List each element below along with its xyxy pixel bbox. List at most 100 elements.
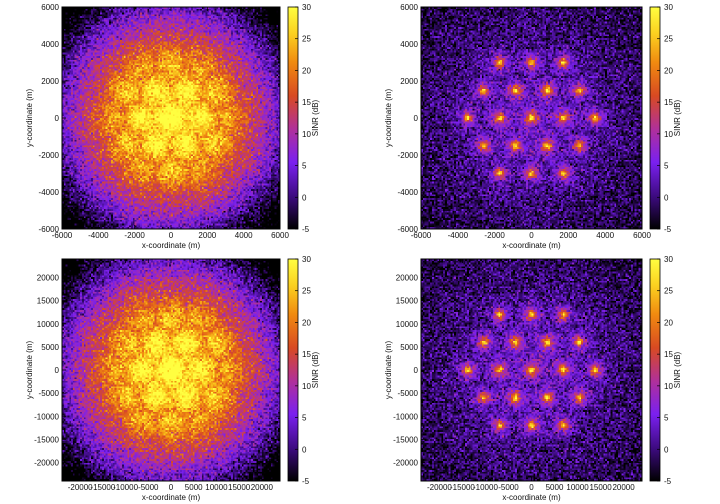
colorbar-tick-label: -5 — [302, 225, 310, 234]
y-tick-label: 20000 — [37, 274, 60, 283]
y-tick-label: 20000 — [396, 274, 419, 283]
colorbar — [649, 6, 661, 230]
x-tick-label: -10000 — [473, 483, 498, 492]
colorbar-tick-label: -5 — [302, 477, 310, 486]
x-tick-label: 0 — [169, 483, 174, 492]
colorbar-tick-label: 25 — [302, 35, 311, 44]
colorbar-tick-label: 20 — [302, 66, 311, 75]
y-tick-label: -10000 — [34, 412, 59, 421]
colorbar-tick-label: 30 — [664, 255, 673, 264]
y-axis-label: y-coordinate (m) — [384, 89, 393, 148]
colorbar-tick-label: 30 — [664, 3, 673, 12]
colorbar-tick-label: 20 — [302, 318, 311, 327]
y-tick-label: -15000 — [393, 435, 418, 444]
sinr-heatmap — [62, 7, 280, 229]
y-tick-label: 15000 — [396, 297, 419, 306]
colorbar-tick-label: 5 — [664, 414, 669, 423]
y-tick-label: -4000 — [39, 188, 60, 197]
sinr-panel-3: -20000-15000-10000 -5000 0 5000 10000 15000 20… — [25, 255, 320, 502]
y-tick-label: -20000 — [393, 459, 418, 468]
x-tick-label: 15000 — [228, 483, 251, 492]
colorbar-tick-label: 0 — [664, 445, 669, 454]
x-tick-label: 10000 — [566, 483, 589, 492]
x-tick-label: 20000 — [612, 483, 635, 492]
y-tick-label: 0 — [55, 114, 60, 123]
colorbar-tick-label: 10 — [664, 382, 673, 391]
x-tick-label: 5000 — [185, 483, 203, 492]
x-tick-label: -20000 — [68, 483, 93, 492]
x-tick-label: -4000 — [88, 231, 109, 240]
x-tick-label: 0 — [529, 231, 534, 240]
colorbar — [649, 258, 661, 482]
y-axis-label: y-coordinate (m) — [25, 341, 34, 400]
colorbar — [287, 258, 299, 482]
y-tick-label: -20000 — [34, 459, 59, 468]
colorbar-tick-label: 15 — [302, 350, 311, 359]
x-tick-label: -10000 — [113, 483, 138, 492]
colorbar-tick-label: -5 — [664, 477, 672, 486]
colorbar-tick-label: 25 — [664, 287, 673, 296]
x-axis-label: x-coordinate (m) — [142, 493, 201, 502]
x-axis-label: x-coordinate (m) — [502, 493, 561, 502]
y-tick-label: -15000 — [34, 435, 59, 444]
x-tick-label: 2000 — [559, 231, 577, 240]
colorbar-tick-label: 10 — [664, 130, 673, 139]
colorbar-tick-label: 0 — [664, 193, 669, 202]
sinr-heatmap — [62, 259, 280, 481]
colorbar-tick-label: 0 — [302, 445, 307, 454]
colorbar — [287, 6, 299, 230]
y-tick-label: -2000 — [398, 151, 419, 160]
colorbar-label: SINR (dB) — [311, 99, 320, 136]
colorbar-label: SINR (dB) — [673, 351, 682, 388]
x-tick-label: 6000 — [271, 231, 289, 240]
colorbar-tick-label: 10 — [302, 130, 311, 139]
y-tick-label: 2000 — [41, 77, 59, 86]
x-tick-label: -2000 — [124, 231, 145, 240]
x-tick-label: -4000 — [448, 231, 469, 240]
colorbar-tick-label: 10 — [302, 382, 311, 391]
y-tick-label: -5000 — [39, 389, 60, 398]
y-tick-label: 6000 — [41, 3, 59, 12]
y-tick-label: 10000 — [396, 320, 419, 329]
colorbar-tick-label: 30 — [302, 255, 311, 264]
sinr-panel-1: -6000 -4000 -2000 0 2000 4000 6000-6000-4000-2… — [25, 3, 320, 250]
x-tick-label: 0 — [169, 231, 174, 240]
x-tick-label: 2000 — [198, 231, 216, 240]
x-tick-label: -2000 — [484, 231, 505, 240]
y-tick-label: -4000 — [398, 188, 419, 197]
colorbar-tick-label: 20 — [664, 318, 673, 327]
y-tick-label: -6000 — [39, 225, 60, 234]
colorbar-tick-label: 25 — [664, 35, 673, 44]
x-tick-label: 5000 — [546, 483, 564, 492]
y-tick-label: 2000 — [400, 77, 418, 86]
colorbar-tick-label: 20 — [664, 66, 673, 75]
colorbar-tick-label: 5 — [664, 162, 669, 171]
y-axis-label: y-coordinate (m) — [25, 89, 34, 148]
colorbar-label: SINR (dB) — [673, 99, 682, 136]
y-tick-label: 0 — [414, 114, 419, 123]
x-tick-label: -20000 — [427, 483, 452, 492]
x-tick-label: 15000 — [589, 483, 612, 492]
x-tick-label: 10000 — [205, 483, 228, 492]
x-tick-label: 4000 — [235, 231, 253, 240]
colorbar-tick-label: 25 — [302, 287, 311, 296]
colorbar-tick-label: 30 — [302, 3, 311, 12]
y-tick-label: -5000 — [398, 389, 419, 398]
sinr-panel-4: -20000-15000-10000 -5000 0 5000 10000 15000 20… — [384, 255, 682, 502]
colorbar-tick-label: -5 — [664, 225, 672, 234]
x-axis-label: x-coordinate (m) — [502, 241, 561, 250]
x-tick-label: -15000 — [90, 483, 115, 492]
sinr-heatmap — [421, 259, 642, 481]
y-tick-label: 5000 — [41, 343, 59, 352]
y-tick-label: 10000 — [37, 320, 60, 329]
y-tick-label: 4000 — [41, 40, 59, 49]
y-tick-label: 6000 — [400, 3, 418, 12]
x-axis-label: x-coordinate (m) — [142, 241, 201, 250]
colorbar-tick-label: 15 — [664, 98, 673, 107]
y-tick-label: 0 — [55, 366, 60, 375]
x-tick-label: -6000 — [52, 231, 73, 240]
x-tick-label: -5000 — [498, 483, 519, 492]
x-tick-label: -5000 — [138, 483, 159, 492]
colorbar-label: SINR (dB) — [311, 351, 320, 388]
